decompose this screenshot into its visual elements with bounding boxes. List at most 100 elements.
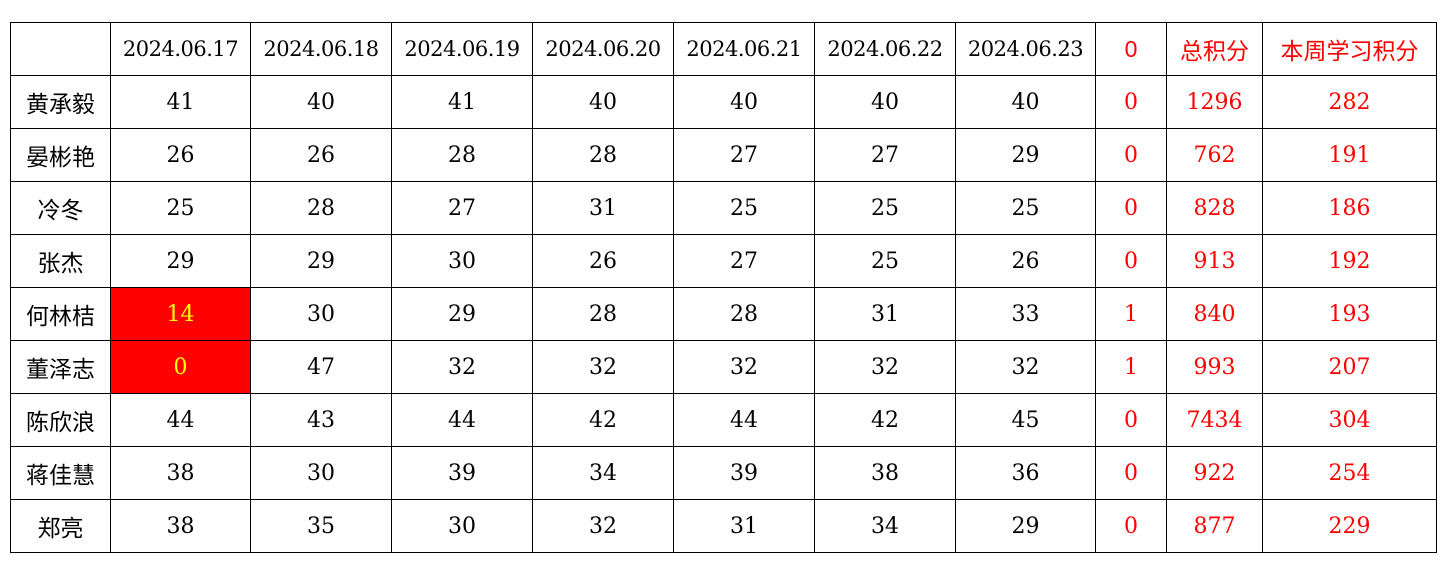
weekly-cell[interactable]: 207: [1262, 340, 1437, 394]
score-cell[interactable]: 25: [955, 181, 1096, 235]
total-cell[interactable]: 1296: [1166, 75, 1263, 129]
score-cell[interactable]: 47: [250, 340, 392, 394]
flag-cell[interactable]: 0: [1095, 446, 1167, 500]
score-cell[interactable]: 29: [955, 128, 1096, 182]
total-cell[interactable]: 840: [1166, 287, 1263, 341]
score-cell[interactable]: 29: [391, 287, 533, 341]
score-cell[interactable]: 40: [532, 75, 674, 129]
score-cell[interactable]: 41: [110, 75, 251, 129]
flag-cell[interactable]: 0: [1095, 181, 1167, 235]
weekly-cell[interactable]: 254: [1262, 446, 1437, 500]
weekly-cell[interactable]: 192: [1262, 234, 1437, 288]
score-cell[interactable]: 31: [814, 287, 956, 341]
score-cell[interactable]: 40: [250, 75, 392, 129]
weekly-cell[interactable]: 191: [1262, 128, 1437, 182]
score-cell[interactable]: 44: [673, 393, 815, 447]
score-cell[interactable]: 32: [532, 499, 674, 553]
weekly-cell[interactable]: 229: [1262, 499, 1437, 553]
score-cell[interactable]: 36: [955, 446, 1096, 500]
score-cell[interactable]: 32: [673, 340, 815, 394]
total-cell[interactable]: 877: [1166, 499, 1263, 553]
score-cell[interactable]: 28: [250, 181, 392, 235]
score-cell[interactable]: 29: [110, 234, 251, 288]
score-cell[interactable]: 28: [673, 287, 815, 341]
highlighted-score-cell[interactable]: 0: [110, 340, 251, 394]
score-cell[interactable]: 26: [532, 234, 674, 288]
weekly-cell[interactable]: 193: [1262, 287, 1437, 341]
score-cell[interactable]: 29: [955, 499, 1096, 553]
score-cell[interactable]: 30: [250, 287, 392, 341]
name-cell[interactable]: 晏彬艳: [10, 128, 111, 182]
score-cell[interactable]: 32: [955, 340, 1096, 394]
score-cell[interactable]: 30: [391, 499, 533, 553]
score-cell[interactable]: 44: [110, 393, 251, 447]
weekly-cell[interactable]: 186: [1262, 181, 1437, 235]
score-cell[interactable]: 42: [532, 393, 674, 447]
score-cell[interactable]: 30: [391, 234, 533, 288]
score-cell[interactable]: 42: [814, 393, 956, 447]
corner-cell[interactable]: [10, 22, 111, 76]
name-cell[interactable]: 张杰: [10, 234, 111, 288]
flag-cell[interactable]: 0: [1095, 128, 1167, 182]
score-cell[interactable]: 40: [955, 75, 1096, 129]
score-cell[interactable]: 25: [673, 181, 815, 235]
score-cell[interactable]: 32: [814, 340, 956, 394]
score-cell[interactable]: 27: [673, 128, 815, 182]
name-cell[interactable]: 何林桔: [10, 287, 111, 341]
score-cell[interactable]: 40: [814, 75, 956, 129]
date-header[interactable]: 2024.06.17: [110, 22, 251, 76]
score-cell[interactable]: 33: [955, 287, 1096, 341]
total-header[interactable]: 总积分: [1166, 22, 1263, 76]
score-cell[interactable]: 27: [391, 181, 533, 235]
score-cell[interactable]: 34: [814, 499, 956, 553]
score-cell[interactable]: 38: [110, 446, 251, 500]
flag-cell[interactable]: 1: [1095, 340, 1167, 394]
flag-cell[interactable]: 1: [1095, 287, 1167, 341]
name-cell[interactable]: 黄承毅: [10, 75, 111, 129]
score-cell[interactable]: 31: [532, 181, 674, 235]
score-cell[interactable]: 32: [391, 340, 533, 394]
name-cell[interactable]: 蒋佳慧: [10, 446, 111, 500]
score-cell[interactable]: 34: [532, 446, 674, 500]
score-cell[interactable]: 28: [532, 287, 674, 341]
score-cell[interactable]: 35: [250, 499, 392, 553]
score-cell[interactable]: 43: [250, 393, 392, 447]
flag-cell[interactable]: 0: [1095, 234, 1167, 288]
score-cell[interactable]: 32: [532, 340, 674, 394]
name-cell[interactable]: 董泽志: [10, 340, 111, 394]
flag-count-header[interactable]: 0: [1095, 22, 1167, 76]
score-cell[interactable]: 25: [814, 181, 956, 235]
score-cell[interactable]: 40: [673, 75, 815, 129]
name-cell[interactable]: 郑亮: [10, 499, 111, 553]
score-cell[interactable]: 44: [391, 393, 533, 447]
highlighted-score-cell[interactable]: 14: [110, 287, 251, 341]
date-header[interactable]: 2024.06.23: [955, 22, 1096, 76]
weekly-cell[interactable]: 304: [1262, 393, 1437, 447]
score-cell[interactable]: 27: [814, 128, 956, 182]
score-cell[interactable]: 39: [391, 446, 533, 500]
date-header[interactable]: 2024.06.20: [532, 22, 674, 76]
total-cell[interactable]: 7434: [1166, 393, 1263, 447]
score-cell[interactable]: 28: [532, 128, 674, 182]
total-cell[interactable]: 828: [1166, 181, 1263, 235]
score-cell[interactable]: 26: [955, 234, 1096, 288]
score-cell[interactable]: 38: [110, 499, 251, 553]
total-cell[interactable]: 922: [1166, 446, 1263, 500]
date-header[interactable]: 2024.06.22: [814, 22, 956, 76]
score-cell[interactable]: 25: [814, 234, 956, 288]
score-cell[interactable]: 31: [673, 499, 815, 553]
flag-cell[interactable]: 0: [1095, 499, 1167, 553]
score-cell[interactable]: 26: [110, 128, 251, 182]
date-header[interactable]: 2024.06.18: [250, 22, 392, 76]
score-cell[interactable]: 45: [955, 393, 1096, 447]
total-cell[interactable]: 913: [1166, 234, 1263, 288]
name-cell[interactable]: 冷冬: [10, 181, 111, 235]
total-cell[interactable]: 993: [1166, 340, 1263, 394]
score-cell[interactable]: 30: [250, 446, 392, 500]
score-cell[interactable]: 28: [391, 128, 533, 182]
name-cell[interactable]: 陈欣浪: [10, 393, 111, 447]
flag-cell[interactable]: 0: [1095, 393, 1167, 447]
score-cell[interactable]: 38: [814, 446, 956, 500]
date-header[interactable]: 2024.06.21: [673, 22, 815, 76]
date-header[interactable]: 2024.06.19: [391, 22, 533, 76]
